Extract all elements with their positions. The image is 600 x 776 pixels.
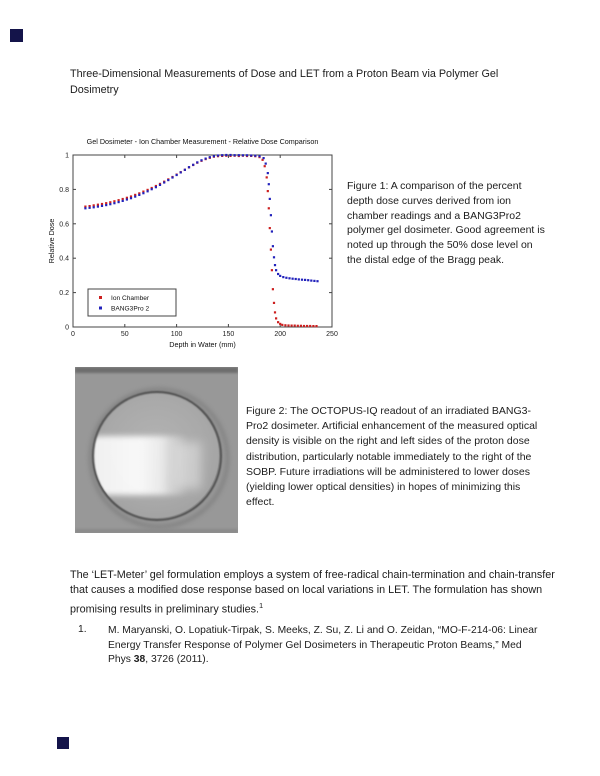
reference-text-1: M. Maryanski, O. Lopatiuk-Tirpak, S. Mee… — [108, 625, 538, 665]
dosimeter-wall-ring — [92, 391, 222, 521]
body-paragraph: The ‘LET-Meter’ gel formulation employs … — [70, 568, 557, 618]
reference-volume: 38 — [133, 654, 146, 665]
svg-text:0.6: 0.6 — [59, 221, 69, 228]
svg-text:100: 100 — [171, 331, 183, 338]
body-paragraph-text: The ‘LET-Meter’ gel formulation employs … — [70, 569, 555, 616]
svg-text:50: 50 — [121, 331, 129, 338]
image-bottom-band — [75, 529, 238, 533]
figure2-caption: Figure 2: The OCTOPUS-IQ readout of an i… — [246, 405, 538, 509]
svg-text:1: 1 — [65, 153, 69, 160]
image-top-band — [75, 367, 238, 373]
svg-text:0.2: 0.2 — [59, 290, 69, 297]
figure1-caption: Figure 1: A comparison of the percent de… — [347, 180, 545, 266]
svg-text:0: 0 — [71, 331, 75, 338]
svg-text:Ion Chamber: Ion Chamber — [111, 295, 150, 302]
page-corner-marker-bottom — [57, 737, 69, 749]
svg-text:Gel Dosimeter - Ion Chamber Me: Gel Dosimeter - Ion Chamber Measurement … — [87, 137, 319, 146]
svg-text:BANG3Pro 2: BANG3Pro 2 — [111, 306, 149, 313]
page-title: Three-Dimensional Measurements of Dose a… — [70, 68, 499, 96]
dosimeter-outer-halo — [89, 388, 229, 528]
reference-entry: M. Maryanski, O. Lopatiuk-Tirpak, S. Mee… — [108, 624, 544, 668]
page-corner-marker-top — [10, 29, 23, 42]
svg-text:200: 200 — [274, 331, 286, 338]
depth-dose-chart-canvas: 0 50 100 150 200 250 0 0.2 0.4 0.6 0.8 1 Gel Dosimet… — [47, 137, 338, 349]
svg-text:0.8: 0.8 — [59, 187, 69, 194]
svg-text:Relative Dose: Relative Dose — [47, 219, 56, 264]
svg-text:0.4: 0.4 — [59, 256, 69, 263]
svg-text:0: 0 — [65, 325, 69, 332]
figure2-image — [75, 367, 238, 533]
reference-number: 1. — [78, 624, 87, 635]
footnote-superscript: 1 — [259, 601, 264, 610]
reference-text-2: , 3726 (2011). — [145, 654, 209, 665]
depth-dose-chart: 0 50 100 150 200 250 0 0.2 0.4 0.6 0.8 1 Gel Dosimet… — [46, 132, 340, 350]
svg-text:150: 150 — [223, 331, 235, 338]
svg-text:250: 250 — [326, 331, 338, 338]
svg-text:Depth in Water (mm): Depth in Water (mm) — [169, 340, 235, 349]
